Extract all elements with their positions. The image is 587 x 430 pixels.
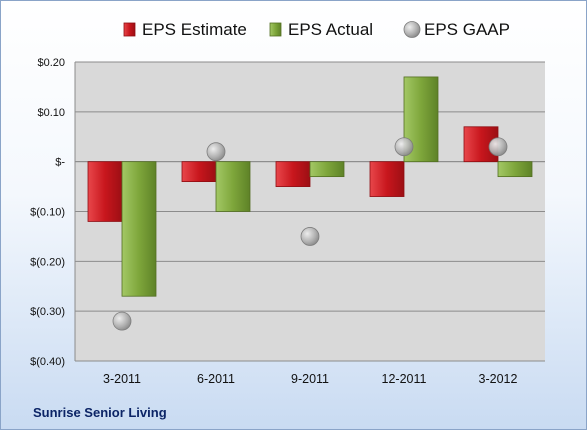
- legend-gaap-swatch: [403, 21, 421, 38]
- x-category-label: 9-2011: [291, 372, 329, 386]
- eps-actual-bar: [309, 161, 345, 178]
- eps-gaap-marker: [112, 311, 132, 331]
- eps-actual-bar: [215, 161, 251, 212]
- plot-area: $0.20 $0.10 $- $(0.10) $(0.20) $(0.30) $(0.40)…: [30, 57, 545, 386]
- y-tick-label: $-: [55, 157, 65, 169]
- eps-estimate-bar: [181, 161, 217, 183]
- y-tick-label: $(0.30): [30, 306, 65, 318]
- eps-gaap-marker: [394, 137, 414, 157]
- eps-estimate-bar: [87, 161, 123, 222]
- eps-gaap-marker: [300, 227, 320, 246]
- x-category-label: 3-2011: [103, 372, 141, 386]
- x-category-label: 6-2011: [197, 372, 235, 386]
- eps-actual-bar: [121, 161, 157, 297]
- company-name: Sunrise Senior Living: [33, 405, 167, 420]
- eps-gaap-marker: [488, 137, 508, 157]
- legend-actual-label: EPS Actual: [288, 20, 373, 39]
- eps-estimate-bar: [275, 161, 311, 187]
- y-tick-label: $(0.10): [30, 207, 65, 219]
- legend-estimate-swatch: [123, 22, 136, 37]
- eps-actual-bar: [497, 161, 533, 178]
- legend-estimate-label: EPS Estimate: [142, 20, 247, 39]
- y-tick-label: $0.20: [37, 57, 65, 69]
- y-tick-label: $0.10: [37, 107, 65, 119]
- eps-gaap-marker: [206, 142, 226, 162]
- legend-actual-swatch: [269, 22, 282, 37]
- y-tick-label: $(0.40): [30, 356, 65, 368]
- eps-estimate-bar: [369, 161, 405, 197]
- legend-gaap-label: EPS GAAP: [424, 20, 510, 39]
- x-category-label: 12-2011: [382, 372, 427, 386]
- x-category-label: 3-2012: [479, 372, 518, 386]
- legend: EPS Estimate EPS Actual EPS GAAP: [123, 20, 510, 39]
- y-tick-label: $(0.20): [30, 256, 65, 268]
